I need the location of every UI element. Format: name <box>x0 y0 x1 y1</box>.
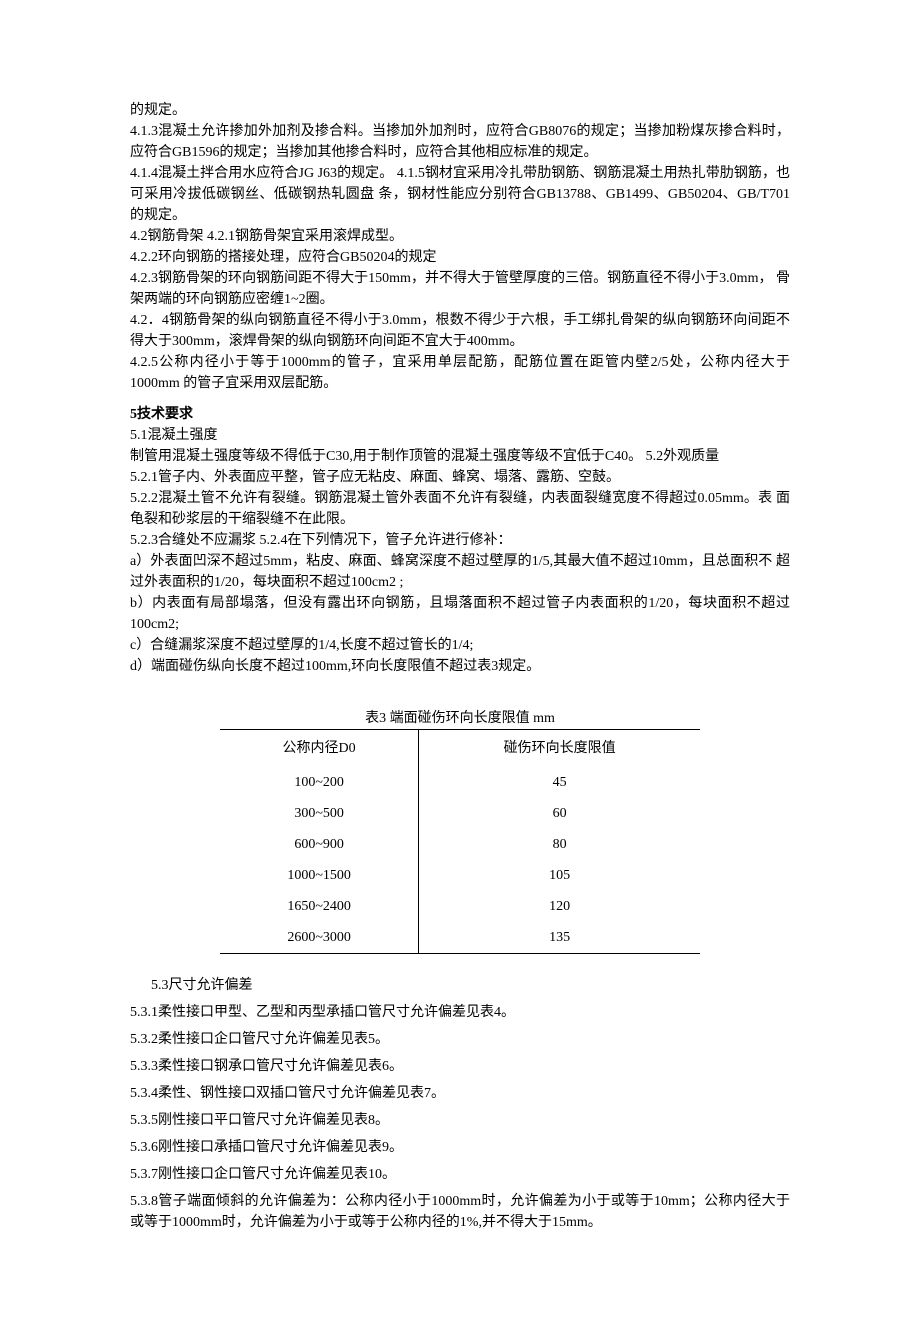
table-cell: 100~200 <box>220 767 419 798</box>
table-cell: 45 <box>419 767 700 798</box>
paragraph-5-3-7: 5.3.7刚性接口企口管尺寸允许偏差见表10。 <box>130 1164 790 1185</box>
table-row: 100~200 45 <box>220 767 700 798</box>
section-5-3-heading: 5.3尺寸允许偏差 <box>130 975 790 996</box>
table-cell: 1650~2400 <box>220 891 419 922</box>
paragraph-5-3-5: 5.3.5刚性接口平口管尺寸允许偏差见表8。 <box>130 1110 790 1131</box>
paragraph-4-1-3: 4.1.3混凝土允许掺加外加剂及掺合料。当掺加外加剂时，应符合GB8076的规定… <box>130 121 790 163</box>
table-cell: 120 <box>419 891 700 922</box>
table3-body: 100~200 45 300~500 60 600~900 80 1000~15… <box>220 767 700 954</box>
paragraph-5-3-2: 5.3.2柔性接口企口管尺寸允许偏差见表5。 <box>130 1029 790 1050</box>
table-row: 300~500 60 <box>220 798 700 829</box>
table3: 公称内径D0 碰伤环向长度限值 100~200 45 300~500 60 60… <box>220 729 700 954</box>
paragraph-5-2-4-a: a）外表面凹深不超过5mm，粘皮、麻面、蜂窝深度不超过壁厚的1/5,其最大值不超… <box>130 551 790 593</box>
table-cell: 105 <box>419 860 700 891</box>
section-5-title: 5技术要求 <box>130 404 790 425</box>
table-cell: 600~900 <box>220 829 419 860</box>
paragraph-4-continuation: 的规定。 <box>130 100 790 121</box>
table-row: 1650~2400 120 <box>220 891 700 922</box>
table-cell: 80 <box>419 829 700 860</box>
paragraph-4-2-4: 4.2．4钢筋骨架的纵向钢筋直径不得小于3.0mm，根数不得少于六根，手工绑扎骨… <box>130 310 790 352</box>
paragraph-5-1: 5.1混凝土强度 <box>130 425 790 446</box>
paragraph-5-1-content: 制管用混凝土强度等级不得低于C30,用于制作顶管的混凝土强度等级不宜低于C40。… <box>130 446 790 467</box>
table-cell: 2600~3000 <box>220 922 419 954</box>
table-cell: 135 <box>419 922 700 954</box>
paragraph-5-2-1: 5.2.1管子内、外表面应平整，管子应无粘皮、麻面、蜂窝、塌落、露筋、空鼓。 <box>130 467 790 488</box>
paragraph-4-1-4: 4.1.4混凝土拌合用水应符合JG J63的规定。 4.1.5钢材宜采用冷扎带肋… <box>130 163 790 226</box>
table3-wrapper: 公称内径D0 碰伤环向长度限值 100~200 45 300~500 60 60… <box>130 729 790 954</box>
table-cell: 1000~1500 <box>220 860 419 891</box>
table3-header-col2: 碰伤环向长度限值 <box>419 730 700 768</box>
paragraph-4-2-3: 4.2.3钢筋骨架的环向钢筋间距不得大于150mm，并不得大于管壁厚度的三倍。钢… <box>130 268 790 310</box>
paragraph-5-3-3: 5.3.3柔性接口钢承口管尺寸允许偏差见表6。 <box>130 1056 790 1077</box>
paragraph-5-2-2: 5.2.2混凝土管不允许有裂缝。钢筋混凝土管外表面不允许有裂缝，内表面裂缝宽度不… <box>130 488 790 530</box>
paragraph-5-3-8: 5.3.8管子端面倾斜的允许偏差为：公称内径小于1000mm时，允许偏差为小于或… <box>130 1191 790 1233</box>
paragraph-5-3-4: 5.3.4柔性、钢性接口双插口管尺寸允许偏差见表7。 <box>130 1083 790 1104</box>
paragraph-5-2-3: 5.2.3合缝处不应漏浆 5.2.4在下列情况下，管子允许进行修补： <box>130 530 790 551</box>
paragraph-5-2-4-d: d）端面碰伤纵向长度不超过100mm,环向长度限值不超过表3规定。 <box>130 656 790 677</box>
paragraph-4-2: 4.2钢筋骨架 4.2.1钢筋骨架宜采用滚焊成型。 <box>130 226 790 247</box>
paragraph-5-2-4-b: b）内表面有局部塌落，但没有露出环向钢筋，且塌落面积不超过管子内表面积的1/20… <box>130 593 790 635</box>
table-cell: 300~500 <box>220 798 419 829</box>
table3-header-row: 公称内径D0 碰伤环向长度限值 <box>220 730 700 768</box>
paragraph-4-2-5: 4.2.5公称内径小于等于1000mm的管子，宜采用单层配筋，配筋位置在距管内壁… <box>130 352 790 394</box>
paragraph-5-3-6: 5.3.6刚性接口承插口管尺寸允许偏差见表9。 <box>130 1137 790 1158</box>
table3-header-col1: 公称内径D0 <box>220 730 419 768</box>
table-row: 600~900 80 <box>220 829 700 860</box>
table-cell: 60 <box>419 798 700 829</box>
table-row: 2600~3000 135 <box>220 922 700 954</box>
section-5-3-list: 5.3.1柔性接口甲型、乙型和丙型承插口管尺寸允许偏差见表4。 5.3.2柔性接… <box>130 1002 790 1233</box>
table3-caption: 表3 端面碰伤环向长度限值 mm <box>130 708 790 729</box>
paragraph-5-3-1: 5.3.1柔性接口甲型、乙型和丙型承插口管尺寸允许偏差见表4。 <box>130 1002 790 1023</box>
table-row: 1000~1500 105 <box>220 860 700 891</box>
paragraph-5-2-4-c: c）合缝漏浆深度不超过壁厚的1/4,长度不超过管长的1/4; <box>130 635 790 656</box>
paragraph-4-2-2: 4.2.2环向钢筋的搭接处理，应符合GB50204的规定 <box>130 247 790 268</box>
